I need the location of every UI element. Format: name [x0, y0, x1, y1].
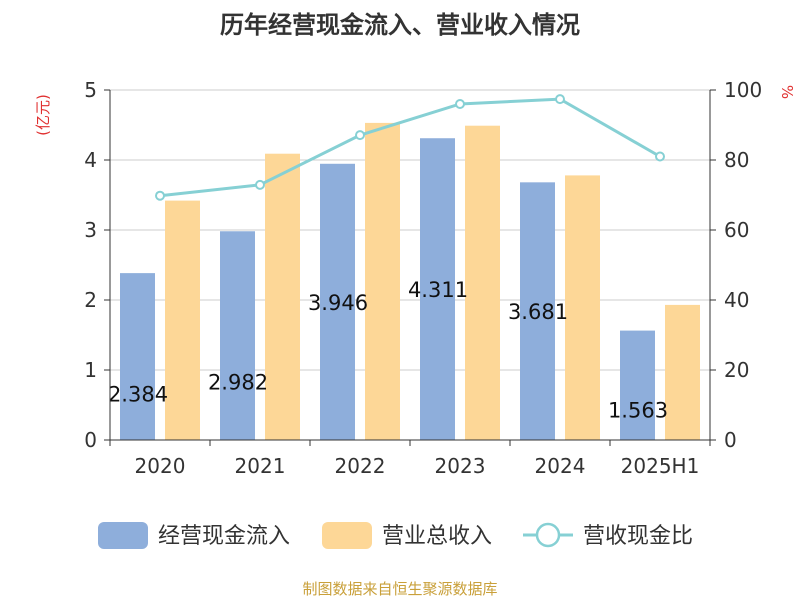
y-right-tick-label: 40 [724, 288, 749, 312]
bar-revenue [565, 175, 600, 440]
ratio-point [355, 130, 365, 141]
y-left-tick-label: 0 [84, 428, 97, 452]
y-right-tick-label: 0 [724, 428, 737, 452]
bars [120, 122, 700, 441]
bar-revenue [165, 200, 200, 440]
bar-cash-inflow [220, 231, 255, 440]
data-label: 1.563 [608, 398, 668, 422]
ratio-point [455, 99, 465, 109]
y-left-tick-label: 2 [84, 288, 97, 312]
bar-cash-inflow [120, 273, 155, 440]
data-label: 2.384 [108, 382, 168, 406]
axes: 0 1 2 3 4 5 0 20 40 60 80 100 2020 2021 2022 2023 2024 20… [34, 78, 796, 478]
data-label: 3.946 [308, 291, 368, 315]
data-label: 2.982 [208, 371, 268, 395]
y-left-tick-label: 5 [84, 78, 97, 102]
y-left-unit-label: (亿元) [34, 94, 52, 136]
bar-revenue [665, 304, 700, 440]
data-labels: 2.384 2.982 3.946 4.311 3.681 1.563 [108, 278, 668, 422]
bar-revenue [265, 153, 300, 440]
ratio-line-series [155, 94, 665, 201]
ratio-line [159, 97, 661, 198]
x-tick-label: 2024 [535, 454, 586, 478]
legend-label: 经营现金流入 [158, 524, 290, 549]
legend-swatch-cash-inflow [98, 522, 148, 549]
x-tick-label: 2023 [435, 454, 486, 478]
y-left-tick-label: 3 [84, 218, 97, 242]
bar-cash-inflow [620, 330, 655, 440]
x-tick-label: 2021 [235, 454, 286, 478]
ratio-point [655, 151, 665, 162]
grid-lines [110, 89, 710, 371]
bar-revenue [465, 125, 500, 440]
legend-swatch-revenue [322, 522, 372, 549]
source-note: 制图数据来自恒生聚源数据库 [302, 580, 497, 598]
legend: 经营现金流入 营业总收入 营收现金比 [98, 522, 693, 549]
legend-label: 营业总收入 [382, 524, 492, 549]
ratio-point [255, 179, 265, 190]
y-left-tick-label: 4 [84, 148, 97, 172]
legend-marker-ratio [535, 522, 561, 548]
bar-cash-inflow [320, 163, 355, 440]
x-tick-label: 2020 [135, 454, 186, 478]
data-label: 4.311 [408, 278, 468, 302]
x-tick-label: 2025H1 [621, 454, 700, 478]
y-right-tick-label: 100 [724, 78, 762, 102]
chart-title: 历年经营现金流入、营业收入情况 [220, 11, 580, 39]
y-right-unit-label: % [778, 85, 796, 99]
bar-revenue [365, 122, 400, 441]
ratio-point [555, 94, 565, 105]
ratio-point [155, 190, 165, 201]
x-tick-label: 2022 [335, 454, 386, 478]
y-right-tick-label: 60 [724, 218, 749, 242]
y-right-tick-label: 20 [724, 358, 749, 382]
legend-label: 营收现金比 [583, 524, 693, 549]
bar-cash-inflow [420, 138, 455, 441]
y-left-tick-label: 1 [84, 358, 97, 382]
y-right-tick-label: 80 [724, 148, 749, 172]
bar-cash-inflow [520, 182, 555, 440]
data-label: 3.681 [508, 300, 568, 324]
